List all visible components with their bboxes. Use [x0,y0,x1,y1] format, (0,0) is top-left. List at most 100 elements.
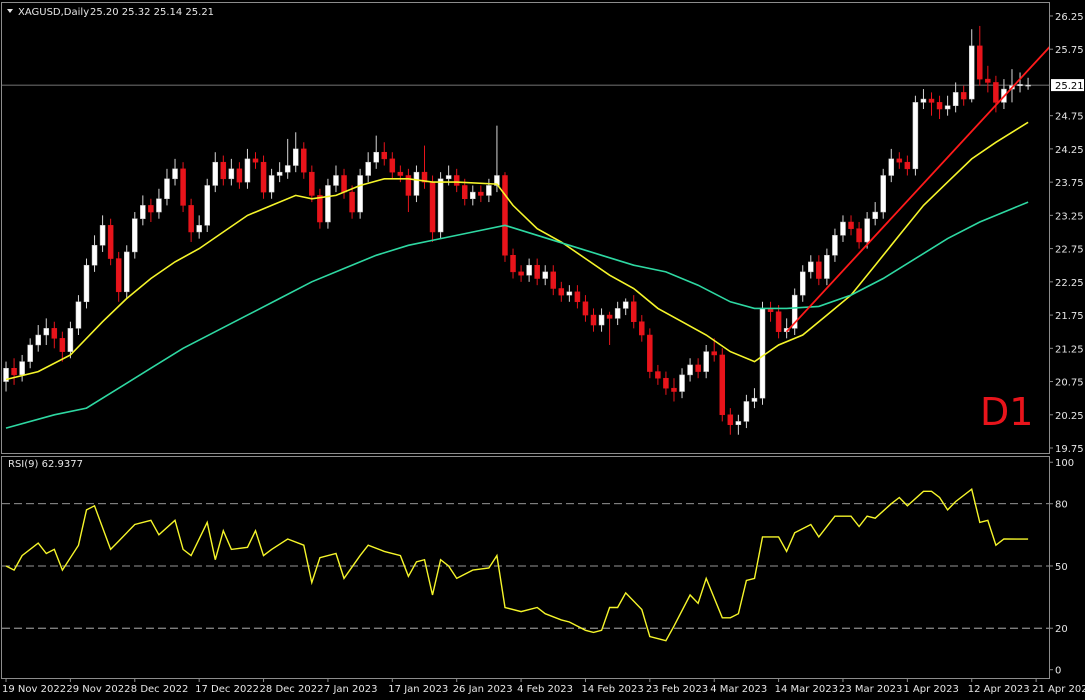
candle-body [83,264,90,303]
candle-body [663,377,669,389]
candle-body [679,374,685,392]
candle-body [751,397,758,402]
candle-body [502,175,508,256]
moving-average [5,121,1029,381]
candle-body [132,218,138,253]
candle-body [574,291,581,303]
candle-body [317,195,323,223]
candle-body [952,92,959,106]
candle-body [470,191,476,200]
candle-body [639,321,645,336]
candle-body [260,161,267,193]
y-tick-label: 21.25 [1055,344,1084,355]
y-tick-label: 22.25 [1055,278,1084,289]
y-tick-label: 25.75 [1055,45,1084,56]
candle-body [727,414,734,425]
candle-body [91,245,98,266]
candle-body [437,178,444,233]
candle-body [453,175,460,186]
candle-body [397,171,404,176]
candle-body [526,264,532,276]
candle-body [928,98,935,103]
candle-body [880,175,886,213]
candle-body [59,338,66,352]
x-tick-label: 29 Nov 2022 [66,684,130,695]
candle-body [791,294,798,329]
candle-body [164,178,170,200]
candle-body [43,328,50,336]
candle-body [341,175,347,193]
x-tick-label: 23 Mar 2023 [839,684,902,695]
candle-body [977,45,983,80]
candle-body [534,264,540,279]
candle-body [196,225,202,233]
y-tick-label: 80 [1055,500,1068,511]
x-tick-label: 4 Mar 2023 [710,684,767,695]
candle-body [888,158,895,176]
candle-body [461,185,468,200]
candle-body [904,161,911,170]
candle-body [542,271,548,279]
candle-body [655,371,661,379]
candle-body [824,255,830,279]
candle-body [703,351,709,372]
candle-body [19,361,25,376]
candle-body [252,158,259,163]
candle-body [35,334,41,346]
y-tick-label: 23.75 [1055,178,1084,189]
candle-body [486,185,492,196]
y-tick-label: 21.75 [1055,311,1084,322]
candle-body [848,221,854,229]
candle-body [268,175,275,193]
candle-body [309,171,315,196]
candle-body [99,225,106,246]
candle-body [67,328,74,352]
candle-body [1017,84,1023,87]
candle-body [180,168,186,206]
candle-body [75,301,82,329]
candle-body [11,367,17,376]
candle-body [284,165,291,173]
candle-body [920,98,927,103]
x-tick-label: 7 Jan 2023 [324,684,378,695]
candle-body [872,211,878,219]
y-tick-label: 22.75 [1055,245,1084,256]
rsi-title: RSI(9) 62.9377 [8,459,83,470]
price-panel [1,2,1050,454]
candle-body [840,221,846,236]
candle-body [172,168,178,180]
candle-body [799,271,806,296]
candle-body [896,158,903,163]
candle-body [413,171,420,196]
candle-body [510,255,516,273]
candle-body [759,308,766,399]
menu-arrow [7,9,13,13]
candle-body [856,228,862,243]
candle-body [421,171,428,183]
chart-title: XAGUSD,Daily [18,7,89,18]
candle-body [558,288,565,296]
timeframe-label: D1 [980,390,1033,434]
candle-body [775,311,782,332]
candle-body [228,168,235,180]
candle-body [333,175,339,186]
y-tick-label: 20 [1055,624,1068,635]
candle-body [671,387,677,392]
x-tick-label: 8 Dec 2022 [131,684,189,695]
candle-body [647,334,653,372]
candle-body [622,301,629,309]
candle-body [220,161,227,180]
y-tick-label: 20.25 [1055,411,1084,422]
y-tick-label: 23.25 [1055,211,1084,222]
y-tick-label: 50 [1055,562,1068,573]
x-tick-label: 1 Apr 2023 [903,684,958,695]
candle-body [743,401,750,422]
candle-body [244,158,251,183]
candle-body [606,314,613,319]
candle-body [808,261,814,273]
candle-body [107,225,114,259]
x-tick-label: 17 Dec 2022 [195,684,259,695]
candle-body [832,235,838,256]
